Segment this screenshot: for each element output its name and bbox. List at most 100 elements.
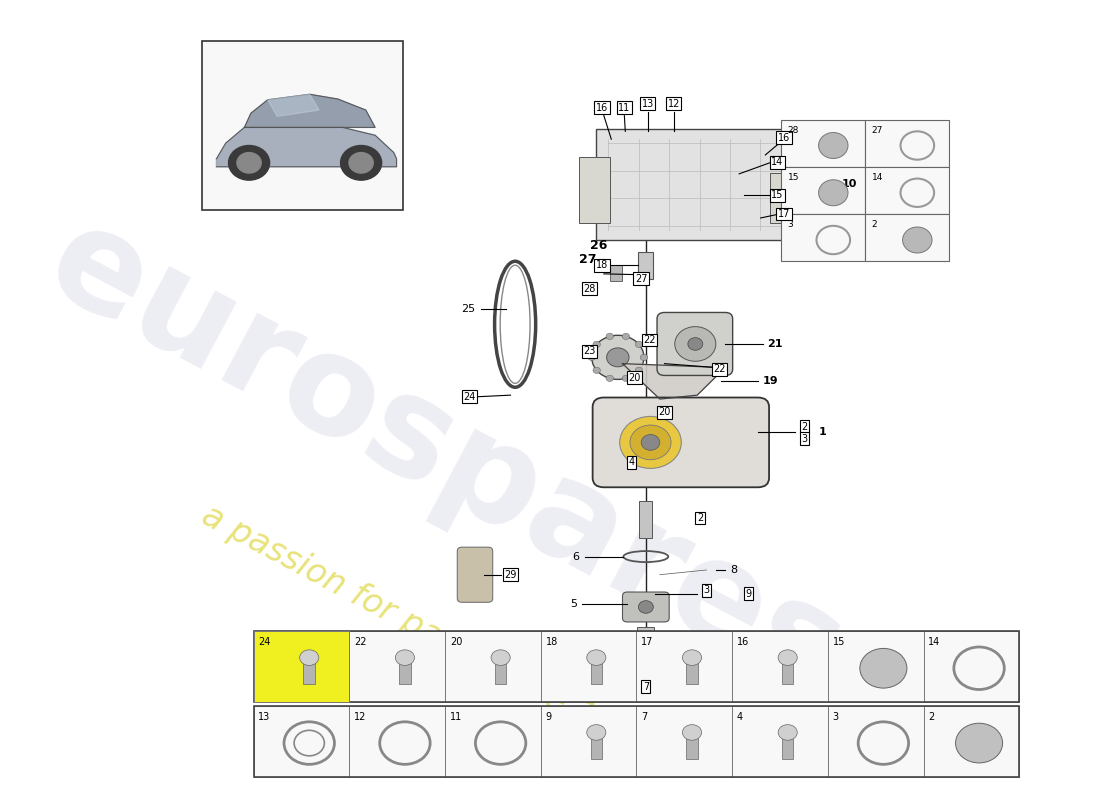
Circle shape (349, 153, 373, 173)
Circle shape (630, 425, 671, 460)
Circle shape (606, 334, 614, 339)
Bar (637, 706, 733, 777)
Bar (924, 706, 1020, 777)
Ellipse shape (491, 650, 510, 666)
Bar (686, 727, 697, 758)
Text: 20: 20 (628, 373, 641, 383)
Ellipse shape (586, 650, 606, 666)
Text: 24: 24 (258, 637, 271, 647)
Text: 19: 19 (762, 376, 778, 386)
Text: 11: 11 (450, 712, 462, 722)
Circle shape (592, 335, 644, 379)
Text: 2: 2 (697, 513, 703, 523)
Text: 12: 12 (668, 98, 680, 109)
Ellipse shape (586, 725, 606, 740)
Circle shape (635, 342, 642, 347)
Bar (254, 631, 1020, 702)
FancyBboxPatch shape (596, 129, 803, 240)
Ellipse shape (682, 650, 702, 666)
Bar (254, 706, 1020, 777)
Circle shape (606, 375, 614, 382)
Ellipse shape (818, 180, 848, 206)
Text: 9: 9 (546, 712, 551, 722)
Ellipse shape (778, 650, 798, 666)
Text: 7: 7 (641, 712, 648, 722)
Text: 22: 22 (713, 364, 726, 374)
Text: 27: 27 (579, 253, 596, 266)
Text: 29: 29 (504, 570, 517, 580)
Circle shape (341, 146, 382, 180)
FancyBboxPatch shape (593, 398, 769, 487)
Text: 3: 3 (704, 586, 710, 595)
Ellipse shape (395, 650, 415, 666)
Text: 28: 28 (584, 284, 596, 294)
Bar (782, 653, 793, 684)
Circle shape (674, 326, 716, 362)
FancyBboxPatch shape (623, 592, 669, 622)
Text: 22: 22 (644, 335, 656, 345)
Text: 21: 21 (767, 339, 783, 349)
Bar (637, 627, 654, 670)
Bar (541, 631, 637, 702)
Text: 28: 28 (788, 126, 799, 135)
Circle shape (688, 338, 703, 350)
Text: 16: 16 (737, 637, 749, 647)
Circle shape (593, 342, 601, 347)
Bar (733, 706, 828, 777)
Bar (781, 214, 866, 262)
Bar (638, 252, 653, 279)
Text: 22: 22 (354, 637, 366, 647)
Text: 15: 15 (771, 190, 783, 200)
Text: 2: 2 (802, 422, 807, 432)
Text: 4: 4 (629, 457, 635, 467)
Text: 13: 13 (258, 712, 271, 722)
Text: 16: 16 (596, 102, 608, 113)
Text: 14: 14 (771, 157, 783, 167)
Bar (637, 631, 733, 702)
Text: 9: 9 (746, 589, 751, 598)
Text: 17: 17 (778, 209, 790, 219)
Ellipse shape (299, 650, 319, 666)
Ellipse shape (818, 133, 848, 158)
Text: 16: 16 (778, 133, 790, 142)
Polygon shape (244, 94, 375, 127)
Circle shape (641, 434, 660, 450)
Bar (254, 631, 350, 702)
Ellipse shape (778, 725, 798, 740)
Text: 15: 15 (788, 173, 800, 182)
Text: 20: 20 (450, 637, 462, 647)
Bar (350, 706, 446, 777)
Text: 17: 17 (641, 637, 653, 647)
Text: 6: 6 (573, 551, 580, 562)
Bar (254, 706, 350, 777)
Text: 23: 23 (584, 346, 596, 356)
Circle shape (623, 334, 629, 339)
FancyBboxPatch shape (579, 158, 610, 223)
Text: 24: 24 (463, 392, 475, 402)
Bar (866, 214, 949, 262)
Bar (304, 653, 315, 684)
Text: 5: 5 (570, 599, 576, 609)
Text: 18: 18 (596, 260, 608, 270)
Bar (781, 166, 866, 214)
Text: 11: 11 (618, 102, 630, 113)
Bar (733, 631, 828, 702)
Text: 25: 25 (461, 303, 475, 314)
FancyBboxPatch shape (657, 313, 733, 375)
Circle shape (236, 153, 261, 173)
Text: 3: 3 (833, 712, 838, 722)
Bar (446, 631, 541, 702)
Text: 3: 3 (802, 434, 807, 444)
Bar (254, 631, 350, 702)
Bar (202, 41, 403, 210)
Bar (924, 631, 1020, 702)
Text: 10: 10 (842, 179, 857, 190)
Ellipse shape (299, 650, 319, 666)
Circle shape (860, 649, 906, 688)
Circle shape (229, 146, 270, 180)
Text: 20: 20 (658, 407, 671, 418)
Bar (591, 653, 602, 684)
Circle shape (956, 723, 1002, 763)
Polygon shape (623, 364, 725, 399)
Ellipse shape (903, 227, 932, 253)
